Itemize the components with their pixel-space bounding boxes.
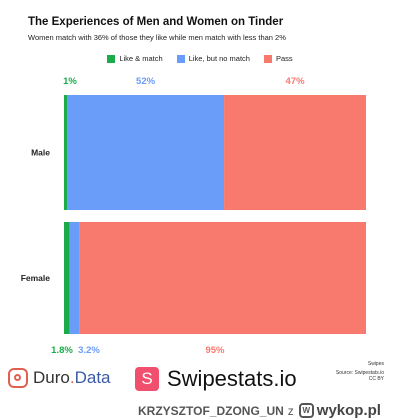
footer: Duro.Data S Swipestats.io Swipes Source:… bbox=[0, 360, 400, 420]
wykop-watermark: KRZYSZTOF_DZONG_UN z W wykop.pl bbox=[138, 402, 381, 419]
legend-label-like-no-match: Like, but no match bbox=[188, 54, 250, 63]
duro-text: Duro bbox=[33, 368, 70, 387]
chart-title: The Experiences of Men and Women on Tind… bbox=[28, 16, 284, 28]
category-label-male: Male bbox=[31, 148, 50, 158]
wykop-icon: W bbox=[298, 403, 314, 418]
chart-legend: Like & match Like, but no match Pass bbox=[0, 54, 400, 63]
bar-male-like-match bbox=[64, 95, 68, 210]
swipestats-logo: S Swipestats.io bbox=[135, 366, 297, 392]
bar-female-pass bbox=[79, 222, 366, 334]
swipestats-text: Swipestats.io bbox=[167, 366, 297, 391]
duro-dot: . bbox=[69, 368, 75, 387]
watermark-site: wykop.pl bbox=[316, 402, 381, 419]
duro-data-text: Data bbox=[74, 368, 111, 387]
legend-item-like-no-match: Like, but no match bbox=[176, 54, 250, 63]
watermark-user: KRZYSZTOF_DZONG_UN bbox=[138, 403, 284, 418]
legend-label-like-match: Like & match bbox=[119, 54, 163, 63]
watermark-z: z bbox=[287, 403, 294, 418]
legend-swatch-like-match bbox=[107, 54, 116, 63]
data-label-male-like-match: 1% bbox=[63, 76, 77, 87]
data-label-female-like-match: 1.8% bbox=[51, 345, 73, 356]
data-label-male-pass: 47% bbox=[286, 76, 306, 87]
swipestats-badge-icon: S bbox=[135, 367, 159, 391]
legend-swatch-pass bbox=[263, 54, 272, 63]
bar-male-like-but-no-match bbox=[67, 95, 225, 210]
credit-license-text: CC BY bbox=[368, 376, 384, 382]
data-label-female-like-but-no-match: 3.2% bbox=[78, 345, 100, 356]
bar-female-like-but-no-match bbox=[69, 222, 80, 334]
credit-brand: Swipes bbox=[367, 361, 384, 367]
bar-female-like-match bbox=[64, 222, 70, 334]
legend-label-pass: Pass bbox=[275, 54, 293, 63]
legend-item-pass: Pass bbox=[263, 54, 293, 63]
duro-data-logo: Duro.Data bbox=[8, 368, 111, 388]
category-label-female: Female bbox=[21, 273, 51, 283]
data-label-male-like-but-no-match: 52% bbox=[136, 76, 156, 87]
credit-source: Source: Swipestats.io CC BY bbox=[336, 370, 384, 382]
bar-male-pass bbox=[224, 95, 366, 210]
chart-subtitle: Women match with 36% of those they like … bbox=[28, 33, 286, 42]
instagram-icon bbox=[8, 368, 28, 388]
legend-item-like-match: Like & match bbox=[107, 54, 163, 63]
credit-source-text: Source: Swipestats.io bbox=[335, 370, 384, 376]
legend-swatch-like-no-match bbox=[176, 54, 185, 63]
data-label-female-pass: 95% bbox=[205, 345, 225, 356]
